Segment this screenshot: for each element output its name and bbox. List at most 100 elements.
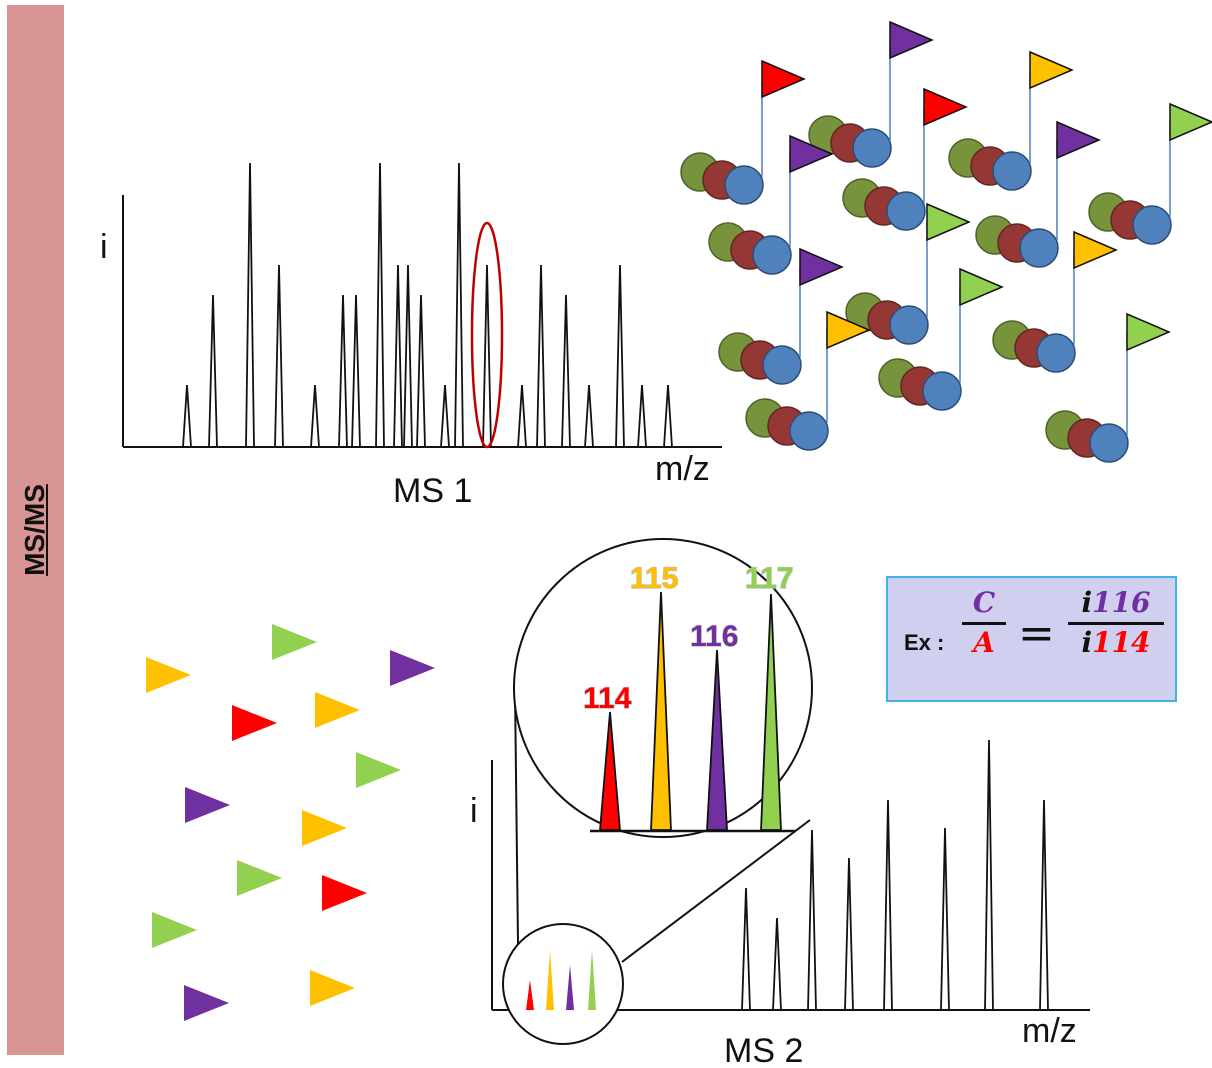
reporter-flag (1073, 230, 1118, 270)
tagged-molecule (718, 247, 844, 385)
tagged-molecules (680, 20, 1212, 463)
mini-reporter-peaks (526, 950, 596, 1010)
ms1-peak (245, 162, 255, 448)
zoom-reporter-peak (760, 593, 782, 831)
loose-reporter-tag (146, 657, 191, 693)
loose-reporter-tag (315, 692, 360, 728)
reporter-flag (959, 267, 1004, 307)
reporter-flag (789, 134, 834, 174)
molecule-bead-blue (789, 411, 829, 451)
mini-reporter-peak (546, 950, 554, 1010)
ms1-peak (615, 264, 625, 448)
mini-reporter-peak (526, 980, 534, 1010)
tagged-molecule (680, 59, 806, 205)
loose-reporter-tag (232, 705, 277, 741)
ms1-peak (663, 384, 673, 448)
ms1-peak (310, 384, 320, 448)
ms1-peak (517, 384, 527, 448)
ms1-peak (637, 384, 647, 448)
ms2-y-label: i (470, 792, 478, 830)
loose-reporter-tag (310, 970, 355, 1006)
tagged-molecule (808, 20, 934, 168)
released-reporter-tags (146, 624, 435, 1021)
tagged-molecule (1088, 102, 1212, 245)
formula-box: Ex : C A = i116 i114 (886, 576, 1177, 702)
reporter-label-117: 117 (745, 562, 793, 595)
ms1-peak (416, 294, 426, 448)
ms1-peak (351, 294, 361, 448)
loose-reporter-tag (390, 650, 435, 686)
molecule-bead-blue (852, 128, 892, 168)
loose-reporter-tag (185, 787, 230, 823)
ms1-peaks (182, 162, 673, 448)
ms2-peak (1039, 799, 1049, 1011)
ms2-peak (772, 917, 782, 1011)
mini-reporter-peak (566, 965, 574, 1010)
ms2-peak (940, 827, 950, 1011)
ms1-peak (274, 264, 284, 448)
reporter-flag (923, 87, 968, 127)
reporter-region-small-circle (502, 923, 624, 1045)
ms2-peak (807, 829, 817, 1011)
loose-reporter-tag (322, 875, 367, 911)
ms2-peak (844, 857, 854, 1011)
ms1-peak (182, 384, 192, 448)
tagged-molecule (708, 134, 834, 275)
reporter-flag (1126, 312, 1171, 352)
molecule-bead-blue (1089, 423, 1129, 463)
tagged-molecule (992, 230, 1118, 373)
molecule-bead-blue (992, 151, 1032, 191)
reporter-flag (799, 247, 844, 287)
ms1-x-label: m/z (655, 450, 710, 488)
tagged-molecule (948, 50, 1074, 191)
reporter-flag (761, 59, 806, 99)
molecule-bead-blue (724, 165, 764, 205)
ms2-peak (984, 739, 994, 1011)
reporter-flag (826, 310, 871, 350)
molecule-bead-blue (1036, 333, 1076, 373)
intensity-numerator-symbol: i (1081, 586, 1093, 619)
intensity-denominator-symbol: i (1081, 625, 1093, 659)
selected-ion-circle (470, 221, 504, 449)
ms1-spectrum: i m/z MS 1 (100, 162, 722, 510)
loose-reporter-tag (152, 912, 197, 948)
ms1-caption: MS 1 (393, 472, 472, 510)
reporter-label-116: 116 (690, 620, 738, 653)
ratio-denominator: A (973, 625, 995, 659)
ms1-y-label: i (100, 228, 108, 266)
ratio-numerator: C (972, 586, 996, 619)
reporter-flag (1169, 102, 1212, 142)
molecule-bead-blue (1019, 228, 1059, 268)
ms1-peak (440, 384, 450, 448)
reporter-flag (926, 202, 971, 242)
molecule-bead-blue (752, 235, 792, 275)
ms1-peak (393, 264, 403, 448)
intensity-numerator-value: 116 (1092, 586, 1151, 619)
ms2-peak (741, 887, 751, 1011)
reporter-flag (889, 20, 934, 60)
intensity-denominator-value: 114 (1092, 625, 1151, 659)
molecule-bead-blue (886, 191, 926, 231)
ms1-peak (561, 294, 571, 448)
zoom-reporter-peak (650, 591, 672, 831)
tagged-molecule (845, 202, 971, 345)
tagged-molecule (842, 87, 968, 231)
reporter-label-114: 114 (583, 682, 632, 715)
mini-reporter-peak (588, 950, 596, 1010)
loose-reporter-tag (302, 810, 347, 846)
molecule-bead-blue (922, 371, 962, 411)
loose-reporter-tag (272, 624, 317, 660)
ratio-fraction: C A (962, 586, 1006, 659)
zoom-reporter-peak (599, 711, 621, 831)
zoom-line-right (621, 819, 811, 963)
loose-reporter-tag (237, 860, 282, 896)
zoom-line-left (514, 689, 519, 945)
equals-sign: = (1018, 608, 1055, 659)
ms1-peak (454, 162, 464, 448)
molecule-bead-blue (889, 305, 929, 345)
reporter-flag (1056, 120, 1101, 160)
ms1-peak (375, 162, 385, 448)
intensity-fraction-bar (1068, 621, 1164, 625)
